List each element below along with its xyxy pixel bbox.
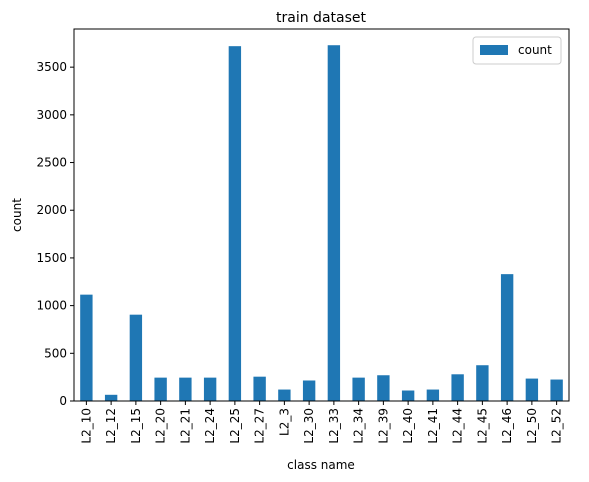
x-tick-label: L2_10 bbox=[79, 408, 93, 444]
y-tick-label: 2500 bbox=[36, 156, 67, 170]
bar-l2-44 bbox=[451, 374, 464, 401]
x-tick-label: L2_45 bbox=[475, 408, 489, 444]
bar-l2-50 bbox=[525, 378, 539, 401]
legend-swatch bbox=[480, 45, 508, 55]
plot-frame bbox=[73, 28, 570, 402]
y-tick-label: 2000 bbox=[36, 203, 67, 217]
x-tick-label: L2_20 bbox=[154, 408, 168, 444]
x-tick-label: L2_24 bbox=[203, 408, 217, 444]
bar-l2-10 bbox=[80, 294, 93, 401]
bar-l2-46 bbox=[500, 274, 514, 401]
bar-l2-33 bbox=[327, 45, 341, 401]
y-tick-label: 0 bbox=[59, 394, 67, 408]
x-tick-label: L2_41 bbox=[426, 408, 440, 444]
bar-l2-24 bbox=[203, 377, 217, 401]
y-tick-label: 500 bbox=[44, 346, 67, 360]
x-tick-label: L2_40 bbox=[401, 408, 415, 444]
bar-l2-39 bbox=[377, 375, 390, 401]
x-tick-label: L2_39 bbox=[376, 408, 390, 444]
bar-l2-15 bbox=[129, 314, 143, 401]
x-axis: L2_10 L2_12 L2_15 L2_20 L2_21 L2_24 L2_25 L2_27… bbox=[79, 401, 564, 444]
legend-label: count bbox=[518, 43, 552, 57]
bar-l2-52 bbox=[550, 379, 563, 401]
x-tick-label: L2_50 bbox=[525, 408, 539, 444]
bar-l2-20 bbox=[154, 377, 167, 401]
bar-l2-41 bbox=[426, 389, 440, 401]
legend: count bbox=[472, 36, 562, 65]
x-tick-label: L2_3 bbox=[277, 408, 291, 436]
bar-l2-45 bbox=[476, 365, 489, 401]
y-axis: 0 500 1000 1500 2000 2500 3000 3500 bbox=[36, 60, 74, 408]
bar-l2-27 bbox=[253, 376, 266, 401]
x-tick-label: L2_30 bbox=[302, 408, 316, 444]
x-tick-label: L2_46 bbox=[500, 408, 514, 444]
bar-l2-25 bbox=[228, 46, 242, 402]
x-axis-title: class name bbox=[287, 458, 355, 472]
x-tick-label: L2_44 bbox=[451, 408, 465, 444]
bar-l2-12 bbox=[104, 394, 118, 401]
y-tick-label: 3500 bbox=[36, 60, 67, 74]
x-tick-label: L2_34 bbox=[352, 408, 366, 444]
bar-l2-3 bbox=[278, 389, 291, 401]
x-tick-label: L2_27 bbox=[253, 408, 267, 444]
bar-l2-30 bbox=[302, 380, 316, 401]
bar-l2-40 bbox=[401, 390, 415, 401]
y-axis-title: count bbox=[10, 198, 24, 232]
x-tick-label: L2_21 bbox=[178, 408, 192, 444]
bars-group bbox=[80, 45, 563, 402]
x-tick-label: L2_25 bbox=[228, 408, 242, 444]
x-tick-label: L2_52 bbox=[550, 408, 564, 444]
y-tick-label: 1000 bbox=[36, 299, 67, 313]
bar-l2-34 bbox=[352, 377, 365, 401]
x-tick-label: L2_15 bbox=[129, 408, 143, 444]
y-tick-label: 1500 bbox=[36, 251, 67, 265]
x-tick-label: L2_33 bbox=[327, 408, 341, 444]
bar-l2-21 bbox=[179, 377, 192, 401]
legend-frame bbox=[472, 36, 562, 65]
chart-title: train dataset bbox=[276, 10, 366, 26]
x-tick-label: L2_12 bbox=[104, 408, 118, 444]
y-tick-label: 3000 bbox=[36, 108, 67, 122]
